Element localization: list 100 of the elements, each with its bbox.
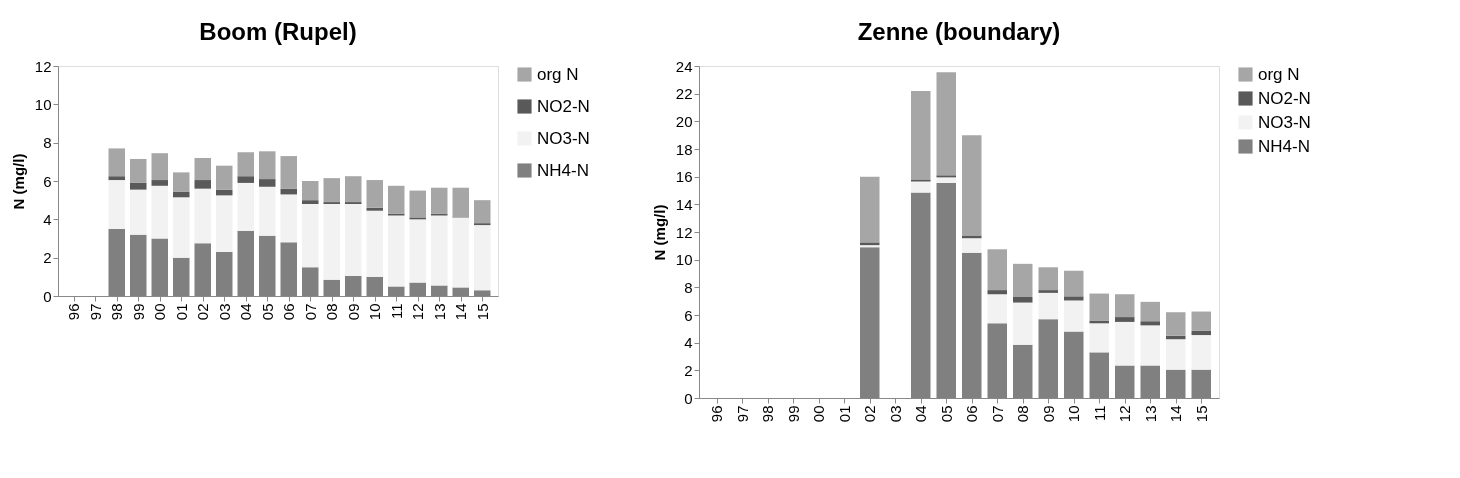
bar: [194, 188, 211, 244]
bar: [366, 180, 383, 208]
bar: [962, 135, 982, 236]
bar: [1038, 292, 1058, 320]
y-axis-title: N (mg/l): [9, 153, 27, 210]
bar: [860, 176, 880, 243]
bar: [987, 290, 1007, 295]
y-tick-label: 20: [675, 112, 693, 130]
y-tick-label: 10: [675, 251, 693, 269]
x-tick-label: 05: [937, 405, 955, 423]
y-tick-label: 24: [675, 57, 693, 75]
y-tick-label: 4: [43, 210, 52, 228]
x-tick-label: 10: [366, 303, 384, 321]
y-tick-label: 16: [675, 168, 693, 186]
bar: [151, 180, 168, 186]
bar: [962, 238, 982, 253]
bar: [1166, 339, 1186, 370]
x-tick-label: 98: [759, 405, 777, 423]
bar: [911, 90, 931, 180]
bar: [936, 72, 956, 176]
bar: [1140, 301, 1160, 322]
y-tick-label: 2: [43, 249, 52, 267]
bar: [302, 204, 319, 268]
bar: [259, 151, 276, 180]
legend-label: NH4-N: [1258, 136, 1310, 156]
bar: [388, 215, 405, 287]
bar: [911, 179, 931, 182]
x-tick-label: 08: [323, 303, 341, 321]
y-tick-label: 8: [43, 134, 52, 152]
bar: [911, 181, 931, 193]
legend-label: NO3-N: [1258, 112, 1311, 132]
x-tick-label: 06: [963, 405, 981, 423]
bar: [237, 182, 254, 231]
x-tick-label: 00: [151, 303, 169, 321]
bar: [1166, 312, 1186, 336]
legend-label: org N: [537, 64, 579, 84]
x-tick-label: 06: [280, 303, 298, 321]
x-tick-label: 15: [473, 303, 491, 321]
bar: [237, 152, 254, 177]
bar: [1089, 323, 1109, 353]
bar: [108, 148, 125, 177]
bar: [1115, 317, 1135, 322]
bar: [151, 185, 168, 239]
y-tick-label: 2: [684, 361, 693, 379]
bar: [409, 190, 426, 218]
x-tick-label: 14: [452, 303, 470, 321]
bar: [987, 249, 1007, 291]
bar: [936, 175, 956, 178]
legend-label: NO2-N: [1258, 88, 1311, 108]
bar: [151, 153, 168, 181]
bar: [1191, 311, 1211, 331]
x-tick-label: 11: [387, 303, 405, 320]
bar: [366, 207, 383, 211]
x-tick-label: 05: [258, 303, 276, 321]
bar: [474, 200, 491, 224]
x-tick-label: 03: [215, 303, 233, 321]
bar: [194, 180, 211, 189]
bar: [302, 200, 319, 204]
x-tick-label: 11: [1090, 405, 1108, 422]
bar: [1064, 296, 1084, 301]
bar: [474, 225, 491, 291]
bar: [1089, 293, 1109, 321]
x-tick-label: 96: [65, 303, 83, 321]
bar: [962, 235, 982, 239]
x-tick-label: 14: [1167, 405, 1185, 423]
bar: [130, 189, 147, 235]
x-tick-label: 01: [172, 303, 190, 321]
bar: [388, 185, 405, 214]
bar: [173, 197, 190, 258]
bar: [1140, 321, 1160, 326]
y-tick-label: 14: [675, 195, 693, 213]
bar: [108, 176, 125, 181]
x-tick-label: 96: [708, 405, 726, 423]
x-tick-label: 09: [1039, 405, 1057, 423]
y-tick-label: 0: [43, 287, 52, 305]
x-tick-label: 02: [861, 405, 879, 423]
y-tick-label: 6: [43, 172, 52, 190]
bar: [280, 156, 297, 189]
bar: [1013, 302, 1033, 345]
y-tick-label: 4: [684, 334, 693, 352]
x-tick-label: 97: [86, 303, 104, 321]
x-tick-label: 02: [194, 303, 212, 321]
x-tick-label: 15: [1192, 405, 1210, 423]
bar: [1191, 335, 1211, 370]
bar: [1038, 267, 1058, 291]
y-tick-label: 12: [675, 223, 693, 241]
x-tick-label: 07: [301, 303, 319, 321]
bar: [216, 195, 233, 252]
bar: [452, 217, 469, 288]
bar: [1013, 297, 1033, 303]
x-tick-label: 13: [1141, 405, 1159, 423]
bar: [409, 219, 426, 283]
bar: [1191, 330, 1211, 336]
x-tick-label: 99: [129, 303, 147, 321]
x-tick-label: 08: [1014, 405, 1032, 423]
bar: [1166, 335, 1186, 340]
y-tick-label: 12: [34, 57, 52, 75]
bar: [108, 180, 125, 229]
bar: [936, 177, 956, 183]
bar: [1115, 294, 1135, 318]
